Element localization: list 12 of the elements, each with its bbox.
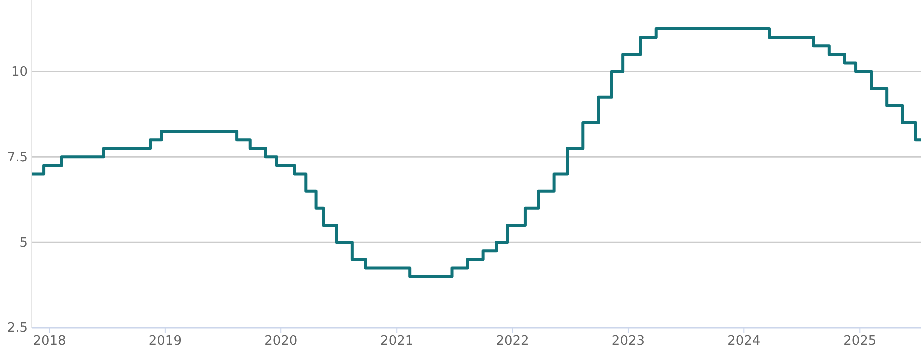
x-tick-label: 2022 (496, 334, 530, 350)
x-tick-label: 2021 (380, 334, 414, 350)
x-tick-label: 2020 (264, 334, 298, 350)
x-tick-label: 2024 (728, 334, 761, 350)
x-tick-label: 2023 (612, 334, 646, 350)
y-tick-label: 2.5 (7, 321, 28, 336)
y-tick-label: 10 (11, 64, 28, 80)
y-tick-label: 5 (20, 236, 28, 251)
x-tick-label: 2018 (33, 334, 66, 350)
y-tick-label: 7.5 (7, 150, 28, 166)
x-tick-label: 2019 (148, 334, 182, 350)
x-tick-label: 2025 (844, 334, 877, 350)
